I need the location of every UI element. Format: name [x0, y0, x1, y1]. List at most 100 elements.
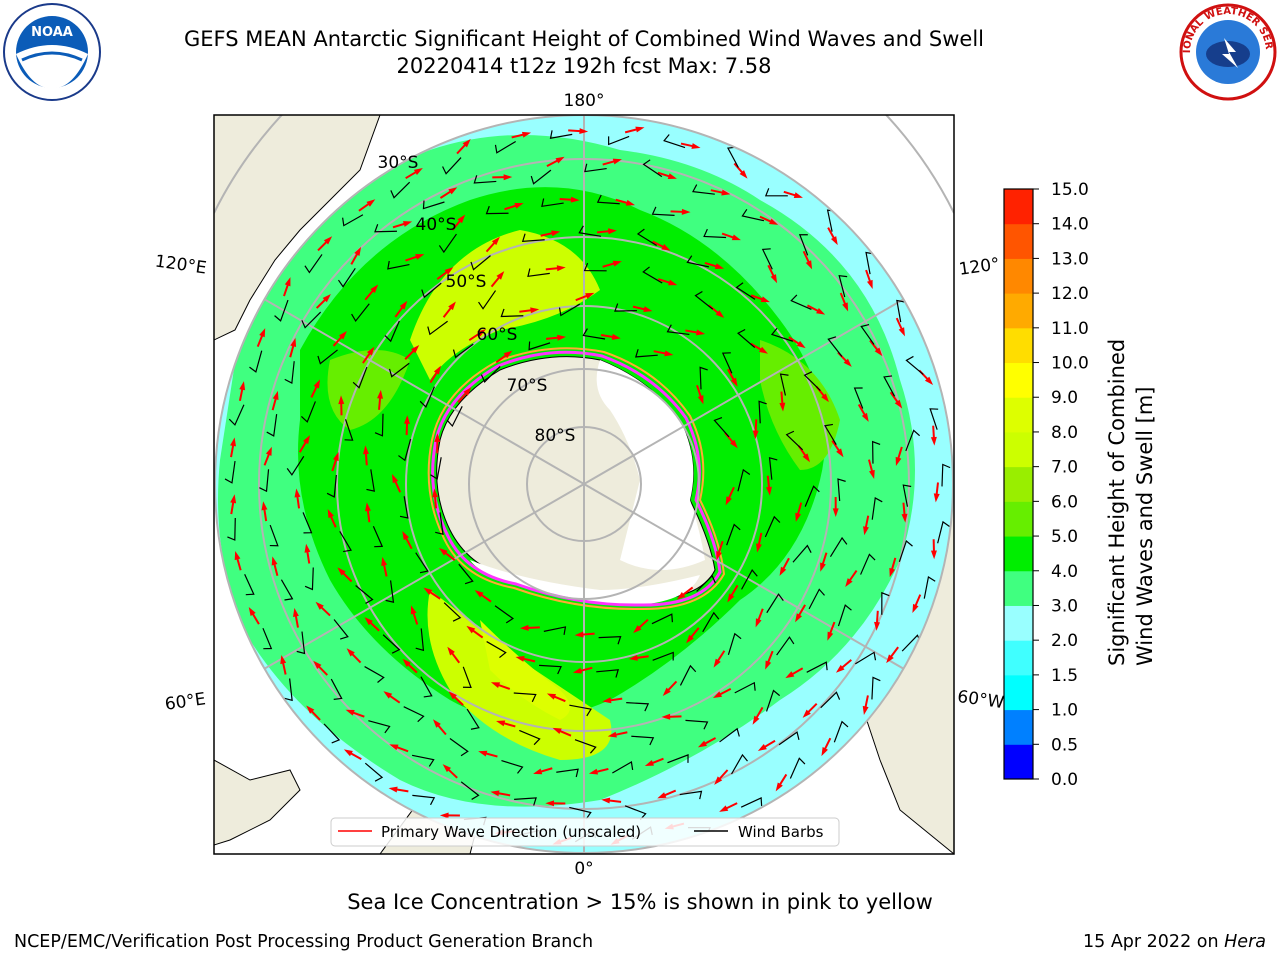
wave-arrow-head [439, 812, 449, 819]
wave-arrow-head [805, 260, 813, 270]
wave-arrow-head [423, 587, 433, 595]
wave-arrow-head [795, 613, 802, 623]
wind-barb [421, 282, 442, 299]
wave-arrow-head [366, 199, 376, 207]
wind-barb [569, 704, 592, 717]
wave-arrow-head [399, 300, 408, 310]
colorbar-tick-label: 0.0 [1051, 770, 1078, 790]
wind-barb [443, 602, 462, 622]
wind-barb [651, 206, 675, 217]
wind-barb [337, 268, 356, 288]
wind-barb [438, 233, 457, 254]
wind-barb [355, 585, 374, 604]
colorbar-segment [1004, 258, 1033, 294]
wave-arrow-head [579, 128, 589, 135]
wind-barb [486, 641, 507, 659]
colorbar-label-line1: Significant Height of Combined [1105, 339, 1129, 666]
wind-barb [574, 739, 597, 754]
wave-arrow-head [304, 543, 311, 553]
wave-arrow-head [432, 488, 439, 498]
land-corner-bl [214, 759, 301, 846]
wind-barb [735, 282, 756, 300]
wave-arrow-head [438, 547, 448, 556]
wave-arrow-head [912, 603, 919, 614]
lat-label-80s: 80°S [535, 426, 576, 446]
wave-arrow-head [284, 277, 291, 287]
wind-barb [694, 291, 714, 310]
wave-arrow-head [362, 445, 369, 455]
wave-arrow-head [802, 453, 810, 463]
wind-barb [528, 341, 551, 351]
wind-barb [301, 311, 322, 329]
wind-barb [296, 631, 306, 655]
wind-barb [853, 387, 864, 409]
lat-label-40s: 40°S [416, 215, 457, 235]
wind-barb [663, 134, 686, 149]
wind-barb [737, 328, 756, 349]
wind-barb [415, 552, 429, 574]
wind-barb [808, 588, 825, 610]
wind-barb [480, 365, 501, 383]
wave-arrow-head [521, 131, 532, 138]
wave-arrow-head [290, 337, 297, 348]
chart-subtitle: 20220414 t12z 192h fcst Max: 7.58 [396, 54, 772, 78]
wave-arrow-head [338, 331, 347, 340]
wind-barb [734, 681, 756, 694]
wind-barb [249, 350, 263, 373]
wave-arrow-head [836, 448, 844, 458]
wind-barb [384, 320, 400, 343]
wind-barb [582, 328, 606, 340]
wave-arrow-head [727, 593, 735, 603]
wind-barb [284, 678, 293, 702]
wave-arrow-head [338, 395, 345, 405]
footer-host: Hera [1224, 932, 1266, 952]
wind-barb [941, 463, 951, 487]
wave-arrow-head [466, 625, 476, 634]
colorbar-tick-label: 3.0 [1051, 596, 1078, 616]
colorbar-segment [1004, 362, 1033, 398]
wind-barb [596, 669, 619, 678]
wave-arrow-head [313, 379, 321, 389]
colorbar-segment [1004, 293, 1033, 329]
wave-arrow-head [327, 509, 334, 519]
wave-arrow-head [389, 744, 399, 751]
wind-barb [514, 797, 537, 806]
wave-arrow-head [633, 625, 642, 634]
wave-arrow-head [462, 138, 471, 148]
wave-arrow-head [775, 782, 783, 792]
wave-arrow-head [661, 244, 671, 251]
wind-barb [543, 626, 567, 635]
wind-barb [764, 515, 781, 538]
colorbar-ticks: 15.0 14.0 13.0 12.0 11.0 10.0 9.0 8.0 7.0 6.0 5.0 4… [1033, 180, 1089, 790]
wind-barb [284, 361, 295, 384]
wave-arrow-head [643, 306, 653, 313]
wind-barb [304, 567, 314, 591]
wind-barb [642, 159, 663, 178]
wind-barb [466, 708, 480, 730]
wind-barb [703, 228, 727, 239]
colorbar-segment [1004, 189, 1033, 225]
wind-barb [368, 720, 391, 734]
map-legend: Primary Wave Direction (unscaled) Wind B… [330, 817, 840, 847]
wave-arrow-head [265, 446, 272, 456]
wind-barb [462, 666, 472, 688]
wind-barb [905, 429, 921, 452]
wave-arrow-head [463, 387, 472, 396]
wave-arrow-head [533, 768, 543, 775]
wind-barb [569, 806, 592, 820]
wave-arrow-head [302, 435, 310, 445]
wind-barb [692, 184, 715, 195]
wave-arrow-head [739, 170, 748, 179]
wave-arrow-head [868, 469, 875, 479]
wind-barb [269, 524, 279, 547]
wind-barb [501, 760, 524, 774]
wind-barb [374, 413, 384, 437]
wind-barb [286, 455, 305, 476]
wind-barb [737, 468, 751, 492]
colorbar-tick-label: 10.0 [1051, 354, 1089, 374]
wave-arrow-head [802, 709, 811, 718]
wind-barb [262, 627, 273, 650]
wave-arrow-head [315, 601, 324, 610]
wind-barb [803, 371, 821, 391]
wind-barb [227, 518, 236, 541]
